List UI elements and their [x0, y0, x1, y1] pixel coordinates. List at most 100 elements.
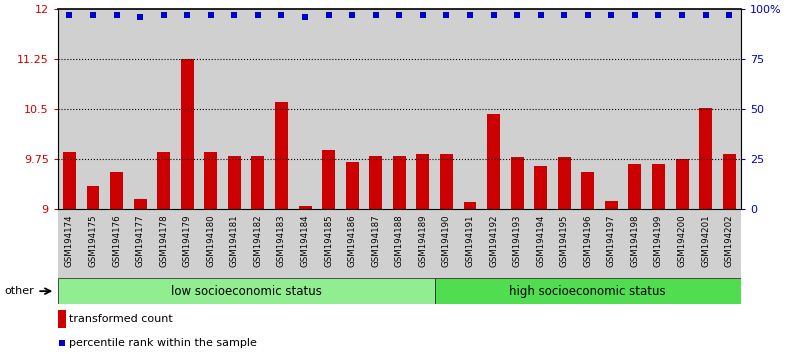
Bar: [529, 9, 553, 209]
Text: GSM194182: GSM194182: [253, 215, 263, 267]
Bar: [718, 9, 741, 209]
Bar: [128, 209, 152, 278]
Bar: [553, 9, 576, 209]
Point: [511, 12, 524, 18]
Bar: [270, 9, 293, 209]
Bar: [487, 114, 500, 209]
Text: GSM194187: GSM194187: [371, 215, 380, 267]
Bar: [440, 154, 453, 209]
Bar: [58, 278, 435, 304]
Text: GSM194193: GSM194193: [513, 215, 521, 267]
Bar: [629, 164, 642, 209]
Text: GSM194177: GSM194177: [135, 215, 145, 267]
Bar: [481, 9, 505, 209]
Text: GSM194186: GSM194186: [348, 215, 356, 267]
Bar: [322, 150, 335, 209]
Bar: [299, 206, 312, 209]
Point: [299, 14, 312, 20]
Bar: [110, 172, 123, 209]
Bar: [199, 9, 223, 209]
Point: [228, 12, 241, 18]
Bar: [388, 209, 411, 278]
Point: [392, 12, 405, 18]
Text: GSM194198: GSM194198: [630, 215, 639, 267]
Bar: [392, 155, 406, 209]
Text: other: other: [4, 286, 34, 296]
Text: percentile rank within the sample: percentile rank within the sample: [69, 338, 256, 348]
Point: [275, 12, 288, 18]
Point: [534, 12, 547, 18]
Bar: [417, 154, 429, 209]
Bar: [128, 9, 152, 209]
Bar: [699, 108, 712, 209]
Point: [369, 12, 382, 18]
Bar: [694, 9, 718, 209]
Bar: [346, 162, 359, 209]
Bar: [723, 154, 735, 209]
Point: [629, 12, 642, 18]
Bar: [718, 209, 741, 278]
Bar: [435, 209, 458, 278]
Bar: [458, 9, 481, 209]
Bar: [623, 9, 646, 209]
Bar: [63, 152, 76, 209]
Bar: [576, 209, 600, 278]
Bar: [252, 155, 264, 209]
Bar: [670, 9, 694, 209]
Bar: [152, 9, 175, 209]
Bar: [275, 102, 288, 209]
Point: [723, 12, 735, 18]
Text: GSM194189: GSM194189: [418, 215, 428, 267]
Text: GSM194176: GSM194176: [112, 215, 121, 267]
Point: [464, 12, 477, 18]
Bar: [505, 209, 529, 278]
Bar: [58, 310, 66, 328]
Text: high socioeconomic status: high socioeconomic status: [509, 285, 666, 298]
Text: GSM194185: GSM194185: [324, 215, 333, 267]
Bar: [553, 209, 576, 278]
Point: [63, 12, 76, 18]
Bar: [58, 209, 81, 278]
Bar: [510, 157, 524, 209]
Bar: [411, 209, 435, 278]
Point: [557, 12, 570, 18]
Bar: [534, 166, 547, 209]
Text: GSM194178: GSM194178: [159, 215, 168, 267]
Point: [204, 12, 217, 18]
Point: [134, 14, 147, 20]
Bar: [223, 209, 246, 278]
Bar: [270, 209, 293, 278]
Bar: [458, 209, 481, 278]
Bar: [582, 172, 594, 209]
Text: GSM194174: GSM194174: [65, 215, 74, 267]
Bar: [152, 209, 175, 278]
Bar: [181, 59, 194, 209]
Bar: [605, 201, 618, 209]
Text: GSM194194: GSM194194: [536, 215, 545, 267]
Point: [181, 12, 194, 18]
Point: [605, 12, 618, 18]
Point: [56, 340, 69, 346]
Bar: [529, 209, 553, 278]
Bar: [481, 209, 505, 278]
Bar: [600, 9, 623, 209]
Bar: [600, 209, 623, 278]
Point: [252, 12, 264, 18]
Text: GSM194196: GSM194196: [583, 215, 592, 267]
Bar: [369, 155, 382, 209]
Bar: [81, 9, 105, 209]
Bar: [58, 9, 81, 209]
Text: GSM194188: GSM194188: [395, 215, 404, 267]
Text: GSM194183: GSM194183: [277, 215, 286, 267]
Text: GSM194190: GSM194190: [442, 215, 451, 267]
Bar: [293, 209, 317, 278]
Bar: [646, 9, 670, 209]
Bar: [388, 9, 411, 209]
Text: GSM194184: GSM194184: [300, 215, 309, 267]
Point: [417, 12, 429, 18]
Point: [346, 12, 359, 18]
Bar: [317, 9, 340, 209]
Bar: [87, 185, 99, 209]
Bar: [694, 209, 718, 278]
Point: [87, 12, 99, 18]
